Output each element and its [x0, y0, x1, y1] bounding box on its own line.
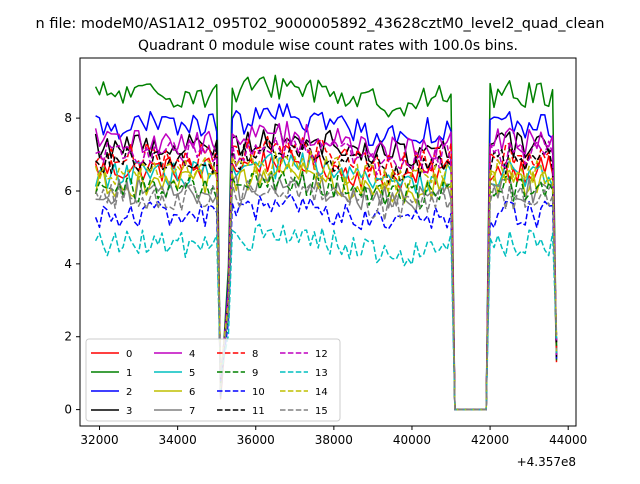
- legend-label-2: 2: [126, 387, 132, 398]
- series-lines: [94, 74, 558, 411]
- legend-label-14: 14: [315, 387, 328, 398]
- x-tick-label: 38000: [315, 433, 353, 447]
- legend-label-5: 5: [189, 368, 195, 379]
- legend-label-7: 7: [189, 406, 195, 417]
- x-tick-label: 40000: [393, 433, 431, 447]
- y-tick-label: 8: [64, 111, 72, 125]
- legend-label-12: 12: [315, 349, 328, 360]
- legend-frame: [85, 338, 341, 422]
- y-tick-label: 4: [64, 257, 72, 271]
- series-line-9: [94, 170, 558, 411]
- series-line-11: [95, 138, 558, 411]
- series-line-13: [94, 223, 558, 411]
- legend-label-6: 6: [189, 387, 195, 398]
- y-tick-label: 2: [64, 330, 72, 344]
- legend-label-1: 1: [126, 368, 132, 379]
- legend-label-13: 13: [315, 368, 328, 379]
- legend-label-0: 0: [126, 349, 132, 360]
- x-tick-label: 32000: [80, 433, 118, 447]
- x-offset-label: +4.357e8: [517, 455, 576, 469]
- legend-label-15: 15: [315, 406, 328, 417]
- legend-label-10: 10: [252, 387, 265, 398]
- figure-suptitle: n file: modeM0/AS1A12_095T02_9000005892_…: [36, 16, 605, 32]
- x-tick-label: 42000: [471, 433, 509, 447]
- series-line-15: [94, 176, 558, 411]
- x-tick-label: 36000: [237, 433, 275, 447]
- legend-label-3: 3: [126, 406, 132, 417]
- chart-title: Quadrant 0 module wise count rates with …: [138, 38, 518, 54]
- y-tick-label: 0: [64, 403, 72, 417]
- series-line-12: [95, 137, 558, 411]
- plot-area-frame: [79, 57, 577, 427]
- legend-label-8: 8: [252, 349, 258, 360]
- legend-label-9: 9: [252, 368, 258, 379]
- x-tick-label: 34000: [159, 433, 197, 447]
- legend-label-11: 11: [252, 406, 265, 417]
- y-tick-label: 6: [64, 184, 72, 198]
- legend-label-4: 4: [189, 349, 195, 360]
- axis-ticks: 32000 34000 36000 38000 40000 42000 44000 0 2 4 6 8: [64, 111, 587, 447]
- x-tick-label: 44000: [549, 433, 587, 447]
- series-line-14: [94, 150, 558, 411]
